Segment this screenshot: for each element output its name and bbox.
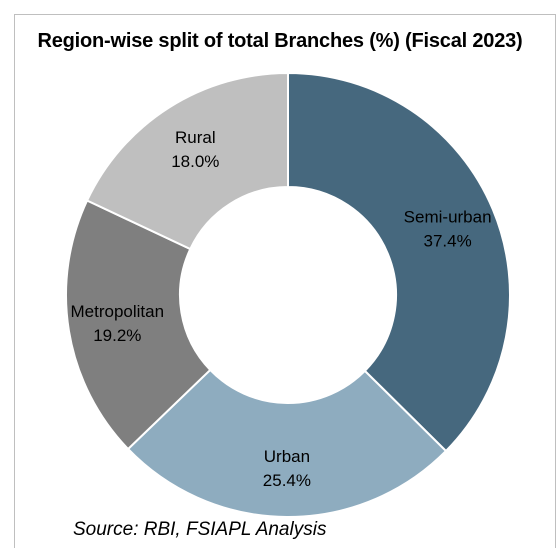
slice-urban [126,368,448,518]
slice-value-label: 18.0% [171,152,219,171]
chart-frame [14,14,556,548]
slice-metropolitan [65,199,212,451]
slice-value-label: 25.4% [263,471,311,490]
source-note: Source: RBI, FSIAPL Analysis [73,519,327,540]
slice-value-label: 19.2% [93,326,141,345]
slice-name-label: Urban [264,447,310,466]
chart-title: Region-wise split of total Branches (%) … [37,30,523,52]
slice-name-label: Semi-urban [404,207,492,226]
slice-semi-urban [287,71,511,453]
slice-rural [85,71,289,251]
slice-value-label: 37.4% [424,231,472,250]
slice-name-label: Rural [175,128,216,147]
slice-name-label: Metropolitan [71,302,165,321]
